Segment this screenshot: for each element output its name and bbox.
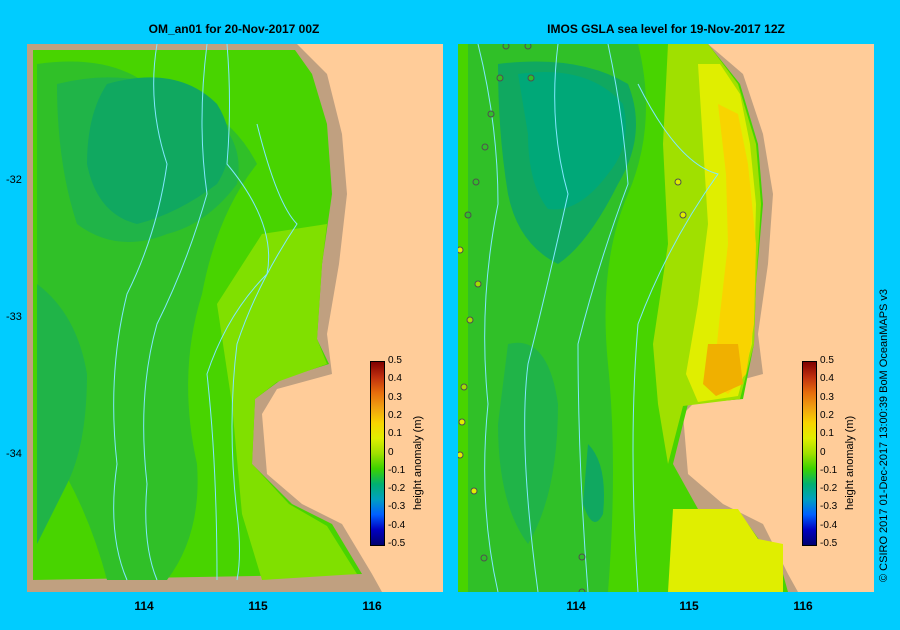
colorbar-tick-label: -0.5 [820, 538, 838, 549]
colorbar-tick-label: 0.3 [388, 391, 402, 403]
colorbar-tick-label: 0.5 [388, 355, 402, 366]
x-tick-label: 116 [793, 599, 813, 613]
colorbar-tick-label: 0.1 [820, 428, 834, 440]
colorbar-tick-label: 0.1 [388, 428, 402, 440]
x-tick-label: 114 [566, 599, 586, 613]
colorbar-tick-label: -0.2 [820, 483, 838, 495]
colorbar-tick-label: -0.4 [388, 519, 406, 531]
left-map-title: OM_an01 for 20-Nov-2017 00Z [148, 22, 320, 36]
colorbar-tick-label: 0.4 [820, 373, 834, 385]
x-tick-label: 115 [248, 599, 268, 613]
right-colorbar [802, 361, 817, 546]
y-tick-label: -34 [6, 448, 22, 460]
x-tick-label: 116 [362, 599, 382, 613]
colorbar-tick-label: -0.4 [820, 519, 838, 531]
colorbar-tick-label: 0.4 [388, 373, 402, 385]
right-colorbar-title: height anomaly (m) [844, 415, 856, 510]
colorbar-tick-label: -0.1 [820, 464, 838, 476]
colorbar-tick-label: 0.2 [820, 409, 834, 421]
credit-text: © CSIRO 2017 01-Dec-2017 13:00:39 BoM Oc… [878, 288, 890, 582]
colorbar-tick-label: 0.3 [820, 391, 834, 403]
colorbar-tick-label: -0.3 [820, 501, 838, 513]
y-tick-label: -32 [6, 174, 22, 186]
left-map[interactable] [27, 44, 443, 592]
x-tick-label: 115 [679, 599, 699, 613]
colorbar-tick-label: 0 [820, 446, 826, 458]
right-map[interactable] [458, 44, 874, 592]
colorbar-tick-label: 0.5 [820, 355, 834, 366]
x-tick-label: 114 [134, 599, 154, 613]
left-colorbar-title: height anomaly (m) [412, 415, 424, 510]
colorbar-tick-label: 0.2 [388, 409, 402, 421]
left-colorbar [370, 361, 385, 546]
colorbar-tick-label: -0.3 [388, 501, 406, 513]
y-tick-label: -33 [6, 311, 22, 323]
colorbar-tick-label: -0.5 [388, 538, 406, 549]
right-map-title: IMOS GSLA sea level for 19-Nov-2017 12Z [547, 22, 785, 36]
colorbar-tick-label: -0.1 [388, 464, 406, 476]
colorbar-tick-label: -0.2 [388, 483, 406, 495]
colorbar-tick-label: 0 [388, 446, 394, 458]
